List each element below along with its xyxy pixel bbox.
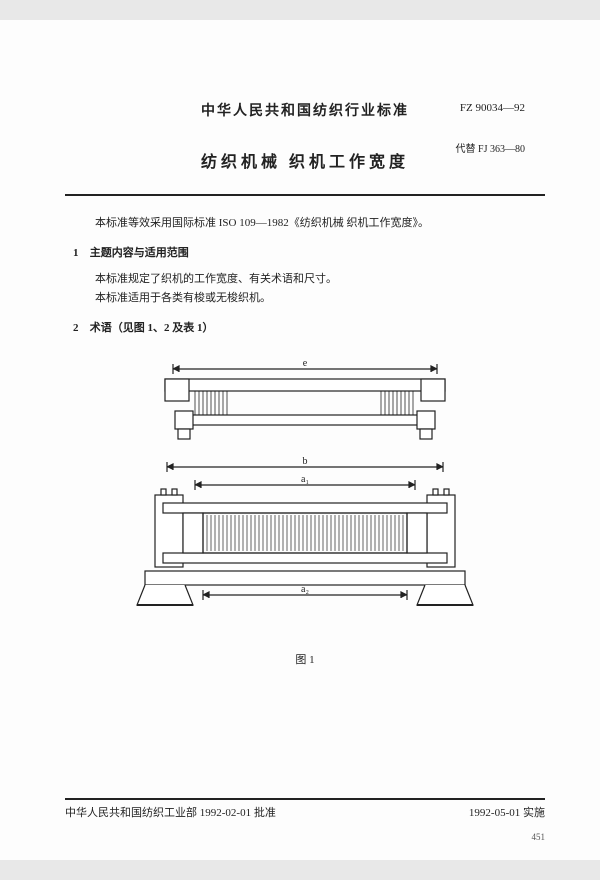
section-1-para-1: 本标准规定了织机的工作宽度、有关术语和尺寸。 [73, 270, 545, 290]
page-number: 451 [532, 832, 546, 842]
dim-label-a2: a₂ [301, 584, 309, 595]
approval-text: 中华人民共和国纺织工业部 1992-02-01 批准 [65, 804, 276, 820]
dim-label-e: e [303, 358, 308, 369]
header-block: 中华人民共和国纺织行业标准 FZ 90034—92 纺织机械 织机工作宽度 代替… [65, 100, 545, 172]
section-2-heading: 2 术语（见图 1、2 及表 1） [73, 319, 545, 339]
section-1-para-2: 本标准适用于各类有梭或无梭织机。 [73, 289, 545, 309]
figure-1: e [65, 357, 545, 667]
effective-text: 1992-05-01 实施 [469, 804, 545, 820]
intro-paragraph: 本标准等效采用国际标准 ISO 109—1982《纺织机械 织机工作宽度》。 [73, 214, 545, 234]
section-title: 术语（见图 1、2 及表 1） [90, 322, 214, 334]
document-page: 中华人民共和国纺织行业标准 FZ 90034—92 纺织机械 织机工作宽度 代替… [0, 20, 600, 860]
figure-caption: 图 1 [65, 651, 545, 667]
section-title: 主题内容与适用范围 [90, 247, 189, 259]
section-number: 2 [73, 319, 87, 339]
section-number: 1 [73, 244, 87, 264]
replaces-code: 代替 FJ 363—80 [456, 140, 525, 155]
dim-label-b: b [303, 456, 308, 467]
loom-width-diagram: e [125, 357, 485, 637]
divider-top [65, 194, 545, 196]
dim-label-a1: a₁ [301, 474, 309, 485]
section-1-heading: 1 主题内容与适用范围 [73, 244, 545, 264]
standard-code: FZ 90034—92 [460, 102, 525, 114]
body-content: 本标准等效采用国际标准 ISO 109—1982《纺织机械 织机工作宽度》。 1… [73, 214, 545, 339]
footer: 中华人民共和国纺织工业部 1992-02-01 批准 1992-05-01 实施 [65, 798, 545, 820]
